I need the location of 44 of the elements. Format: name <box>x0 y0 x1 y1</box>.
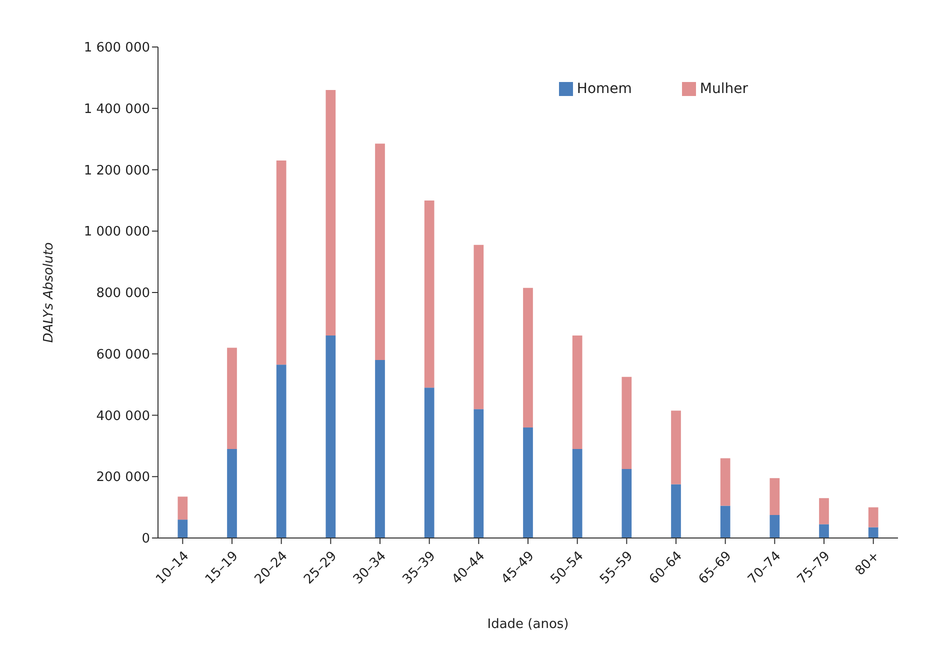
y-tick-label: 1 000 000 <box>84 224 150 240</box>
bar <box>474 244 484 410</box>
bar <box>671 484 681 538</box>
bar <box>720 506 730 538</box>
bar <box>276 160 286 365</box>
y-tick-label: 1 400 000 <box>84 102 150 117</box>
bar <box>770 478 780 515</box>
y-tick-label: 200 000 <box>96 470 150 486</box>
bar <box>572 449 582 538</box>
y-tick-label: 1 200 000 <box>84 163 150 178</box>
bar <box>868 507 878 528</box>
y-tick-label: 0 <box>142 532 150 547</box>
y-tick-label: 800 000 <box>96 286 150 302</box>
bar <box>819 498 829 524</box>
bar <box>326 90 336 336</box>
y-axis-title: DALYs Absoluto <box>42 242 57 343</box>
x-tick-label: 80+ <box>852 548 883 579</box>
bar <box>770 514 780 538</box>
y-tick-label: 600 000 <box>96 347 150 362</box>
bar <box>523 428 533 538</box>
bar <box>424 388 434 538</box>
bar <box>326 335 336 538</box>
bar <box>868 527 878 538</box>
bar <box>819 524 829 538</box>
bar <box>572 335 582 450</box>
bar <box>227 348 237 450</box>
x-axis-title: Idade (anos) <box>487 617 569 632</box>
bar <box>178 520 188 538</box>
bar <box>523 288 533 428</box>
bar <box>622 468 632 538</box>
bar <box>375 360 385 538</box>
y-tick-label: 400 000 <box>96 408 150 424</box>
bar <box>424 200 434 388</box>
bar <box>622 376 632 469</box>
bar <box>474 409 484 538</box>
y-tick-label: 1 600 000 <box>84 40 150 56</box>
bar <box>720 458 730 506</box>
legend-label: Homem <box>576 81 632 97</box>
legend-label: Mulher <box>700 81 748 97</box>
bar <box>227 449 237 538</box>
bar <box>671 410 681 484</box>
bar <box>178 496 188 520</box>
bar <box>276 364 286 538</box>
bar <box>375 144 385 360</box>
